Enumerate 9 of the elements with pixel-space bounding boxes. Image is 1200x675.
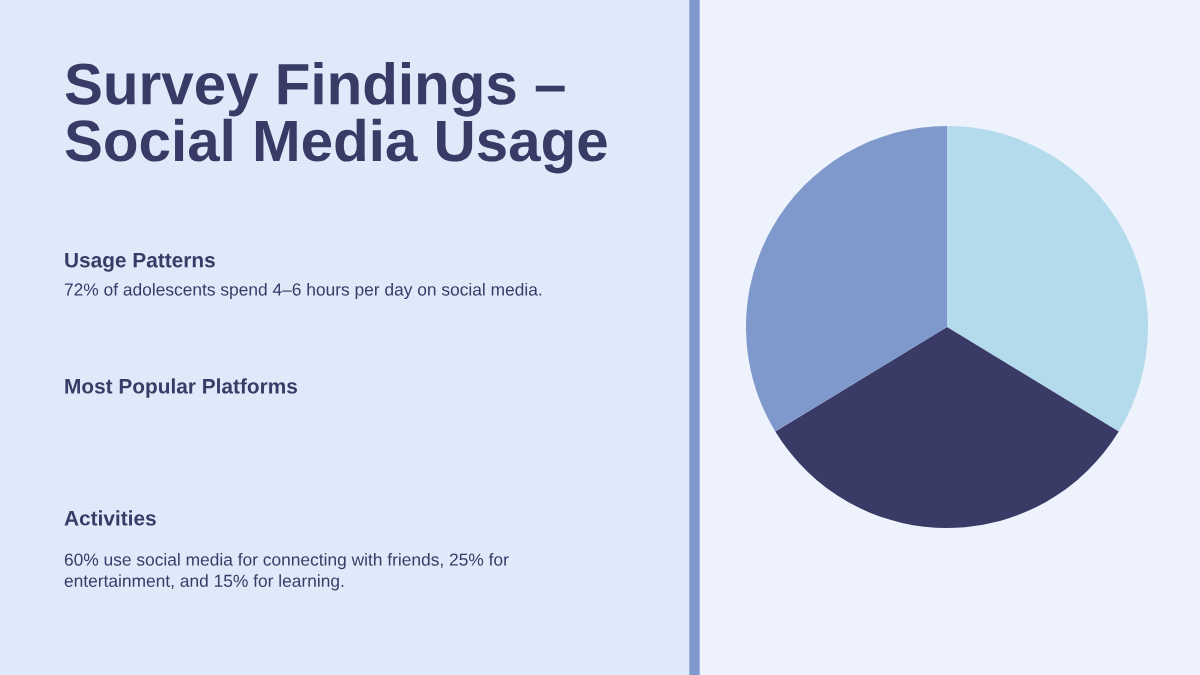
chart-title: Survey Findings – Social Media Usage [65, 62, 607, 174]
text: Most Popular Platforms [65, 378, 297, 398]
pie-slice [775, 327, 1119, 528]
text: 72% of adolescents spend 4–6 hours per day on social media. [64, 282, 542, 300]
text: Activities [64, 510, 156, 526]
pie-slice [746, 126, 947, 432]
text: 60% use social media for connecting with friends, 25% for entertainment, and 15% for learning. [64, 553, 509, 591]
text: Usage Patterns [65, 252, 215, 272]
pie-slice [947, 126, 1148, 432]
